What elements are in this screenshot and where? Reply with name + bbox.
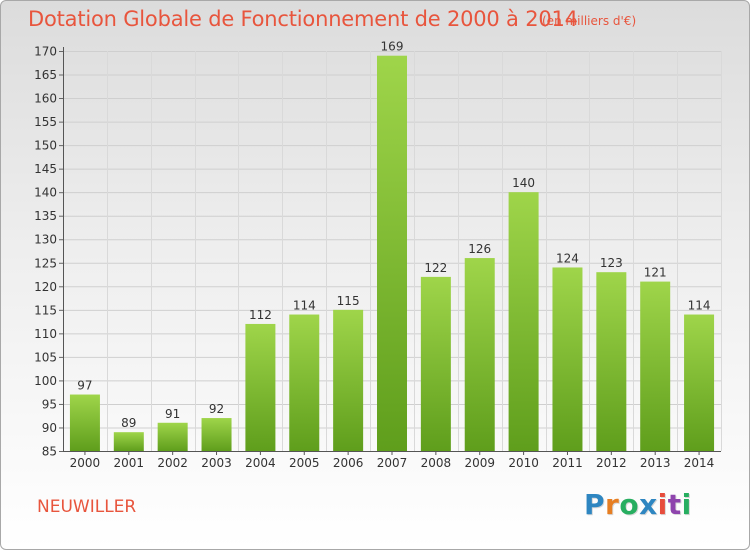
x-tick-label-2013: 2013 (640, 456, 671, 470)
bar-2000 (69, 394, 100, 451)
data-label-2004: 112 (249, 308, 272, 322)
bars (69, 55, 715, 452)
proxiti-logo[interactable]: Proxiti (584, 488, 692, 521)
chart-subtitle: (en milliers d'€) (542, 14, 637, 28)
data-label-2005: 114 (293, 299, 316, 313)
data-label-2008: 122 (424, 261, 447, 275)
logo-letter: r (605, 488, 620, 521)
bar-2013 (640, 281, 671, 451)
x-tick-label-2014: 2014 (684, 456, 715, 470)
x-tick-label-2001: 2001 (114, 456, 145, 470)
data-label-2002: 91 (165, 407, 180, 421)
x-tick-label-2002: 2002 (157, 456, 188, 470)
x-tick-label-2006: 2006 (333, 456, 364, 470)
y-tick-label: 110 (34, 327, 57, 341)
data-label-2000: 97 (77, 379, 92, 393)
y-tick-label: 150 (34, 139, 57, 153)
y-tick-label: 125 (34, 256, 57, 270)
x-tick-label-2003: 2003 (201, 456, 232, 470)
data-label-2001: 89 (121, 416, 136, 430)
y-tick-label: 85 (42, 445, 57, 459)
bar-2003 (201, 418, 232, 451)
data-label-2010: 140 (512, 176, 535, 190)
data-label-2011: 124 (556, 251, 579, 265)
bar-2002 (157, 422, 188, 451)
y-tick-label: 130 (34, 233, 57, 247)
y-tick-label: 120 (34, 280, 57, 294)
bar-2006 (333, 309, 364, 451)
y-tick-label: 135 (34, 209, 57, 223)
y-tick-label: 165 (34, 68, 57, 82)
x-tick-label-2009: 2009 (464, 456, 495, 470)
bar-2014 (684, 314, 715, 451)
logo-letter: t (667, 488, 682, 521)
y-tick-label: 100 (34, 374, 57, 388)
data-label-2013: 121 (644, 266, 667, 280)
x-tick-label-2000: 2000 (70, 456, 101, 470)
logo-letter: x (639, 488, 658, 521)
bar-2010 (508, 192, 539, 452)
y-tick-label: 90 (42, 421, 57, 435)
commune-name: NEUWILLER (37, 497, 137, 517)
bar-2012 (596, 272, 627, 451)
data-label-2009: 126 (468, 242, 491, 256)
y-tick-label: 115 (34, 303, 57, 317)
x-tick-label-2012: 2012 (596, 456, 627, 470)
logo-letter: o (619, 488, 640, 521)
axes: 85 90 95 100 105 110 115 120 125 130 135 140 145 150 1… (34, 45, 721, 470)
y-tick-label: 155 (34, 115, 57, 129)
bar-2007 (377, 55, 407, 452)
y-tick-label: 140 (34, 186, 57, 200)
x-tick-label-2007: 2007 (377, 456, 408, 470)
bar-2009 (464, 258, 495, 451)
bar-2011 (552, 267, 583, 451)
y-tick-label: 105 (34, 350, 57, 364)
data-labels: 97 89 91 92 112 114 115 169 122 126 140 124 123 121 11… (77, 40, 710, 430)
data-label-2006: 115 (337, 294, 360, 308)
logo-letter: P (584, 488, 606, 521)
y-tick-label: 160 (34, 92, 57, 106)
bar-2004 (245, 323, 276, 451)
data-label-2007: 169 (381, 40, 404, 54)
x-tick-label-2005: 2005 (289, 456, 320, 470)
logo-letter: i (657, 488, 668, 521)
bar-2001 (113, 432, 144, 451)
data-label-2012: 123 (600, 256, 623, 270)
x-tick-label-2010: 2010 (508, 456, 539, 470)
bar-2005 (289, 314, 320, 451)
x-tick-label-2008: 2008 (421, 456, 452, 470)
data-label-2003: 92 (209, 402, 224, 416)
x-tick-label-2004: 2004 (245, 456, 276, 470)
y-tick-label: 145 (34, 162, 57, 176)
x-tick-label-2011: 2011 (552, 456, 583, 470)
data-label-2014: 114 (688, 299, 711, 313)
y-tick-label: 170 (34, 45, 57, 59)
logo-letter: i (681, 488, 692, 521)
bar-2008 (420, 276, 451, 451)
y-tick-label: 95 (42, 397, 57, 411)
chart-title: Dotation Globale de Fonctionnement de 20… (28, 7, 578, 31)
